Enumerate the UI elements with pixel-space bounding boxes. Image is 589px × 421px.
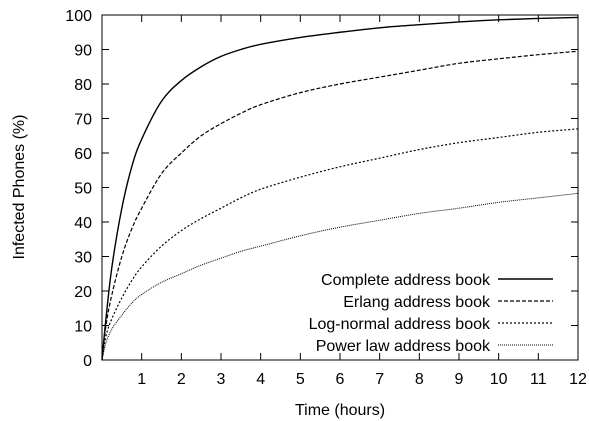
x-tick-label: 12 bbox=[569, 371, 587, 388]
y-tick-label: 50 bbox=[74, 181, 92, 198]
series-line-1 bbox=[101, 16, 579, 361]
x-tick-label: 8 bbox=[415, 371, 424, 388]
y-tick-label: 10 bbox=[74, 319, 92, 336]
y-axis-label: Infected Phones (%) bbox=[11, 115, 28, 260]
series-layer bbox=[101, 16, 579, 361]
x-tick-label: 2 bbox=[177, 371, 186, 388]
x-tick-label: 9 bbox=[455, 371, 464, 388]
x-tick-label: 10 bbox=[490, 371, 508, 388]
legend: Complete address book Erlang address book… bbox=[309, 272, 553, 355]
legend-label-1: Complete address book bbox=[321, 272, 491, 289]
plot-frame bbox=[101, 14, 579, 361]
legend-label-4: Power law address book bbox=[316, 338, 491, 355]
series-line-4 bbox=[101, 192, 579, 361]
series-line-2 bbox=[101, 50, 579, 361]
x-tick-label: 6 bbox=[336, 371, 345, 388]
legend-label-2: Erlang address book bbox=[343, 294, 491, 311]
x-tick-label: 3 bbox=[217, 371, 226, 388]
y-tick-label: 100 bbox=[65, 8, 92, 25]
x-tick-label: 5 bbox=[296, 371, 305, 388]
y-tick-label: 40 bbox=[74, 215, 92, 232]
y-tick-label: 20 bbox=[74, 284, 92, 301]
y-tick-label: 70 bbox=[74, 112, 92, 129]
y-tick-label: 0 bbox=[83, 353, 92, 370]
x-tick-label: 1 bbox=[137, 371, 146, 388]
x-axis-label: Time (hours) bbox=[295, 402, 385, 419]
y-tick-label: 80 bbox=[74, 77, 92, 94]
y-tick-label: 90 bbox=[74, 43, 92, 60]
y-tick-label: 30 bbox=[74, 250, 92, 267]
y-tick-label: 60 bbox=[74, 146, 92, 163]
series-line-3 bbox=[101, 128, 579, 361]
x-tick-label: 11 bbox=[530, 371, 547, 388]
x-tick-label: 4 bbox=[256, 371, 265, 388]
x-tick-label: 7 bbox=[375, 371, 384, 388]
legend-label-3: Log-normal address book bbox=[309, 316, 491, 333]
